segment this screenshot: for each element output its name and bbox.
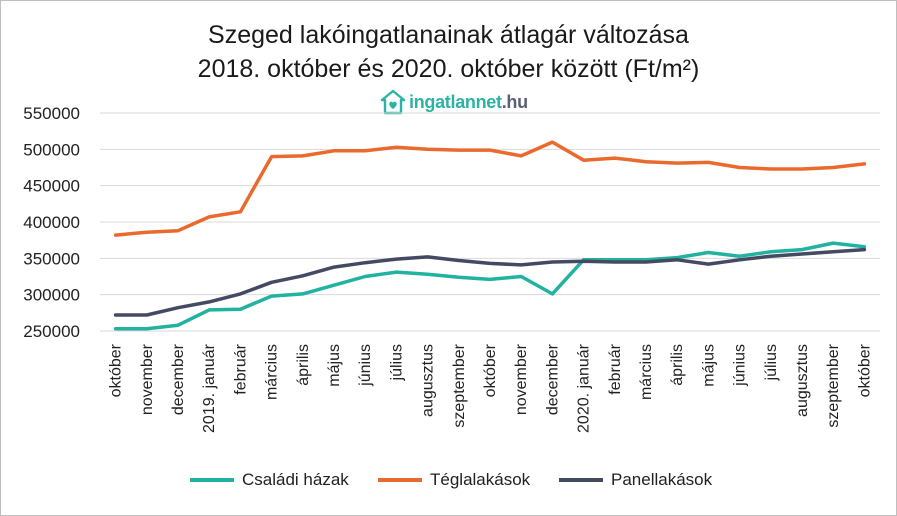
x-tick-label: október xyxy=(482,343,499,397)
x-tick-label: június xyxy=(357,344,374,387)
x-tick-label: augusztus xyxy=(420,344,437,417)
series-line-2 xyxy=(113,247,867,317)
x-tick-label: november xyxy=(513,343,530,415)
y-tick-label: 300000 xyxy=(23,286,80,305)
legend-item: Téglalakások xyxy=(378,470,530,490)
chart-legend: Családi házak Téglalakások Panellakások xyxy=(0,470,897,496)
legend-label: Családi házak xyxy=(242,470,349,489)
legend-label: Téglalakások xyxy=(430,470,531,489)
x-tick-label: 2019. január xyxy=(201,343,218,433)
legend-item: Családi házak xyxy=(190,470,349,490)
legend-swatch xyxy=(559,478,603,482)
chart-title-line1: Szeged lakóingatlanainak átlagár változá… xyxy=(208,21,689,49)
y-tick-label: 400000 xyxy=(23,213,80,232)
chart-title: Szeged lakóingatlanainak átlagár változá… xyxy=(0,18,897,86)
x-tick-label: február xyxy=(232,343,249,394)
x-tick-label: augusztus xyxy=(794,344,811,417)
brand-name-main: ingatlannet xyxy=(409,91,502,112)
x-tick-label: május xyxy=(700,344,717,387)
y-tick-label: 500000 xyxy=(23,140,80,159)
x-tick-label: március xyxy=(638,344,655,400)
x-tick-label: május xyxy=(326,344,343,387)
x-tick-label: április xyxy=(669,344,686,386)
x-tick-label: szeptember xyxy=(451,343,468,427)
legend-swatch xyxy=(378,478,422,482)
x-tick-label: október xyxy=(108,343,125,397)
x-tick-label: március xyxy=(264,344,281,400)
brand-logo: ingatlannet.hu xyxy=(380,88,528,116)
y-tick-label: 350000 xyxy=(23,249,80,268)
y-axis-tick-labels: 250000 300000 350000 400000 450000 500000 5500… xyxy=(23,104,80,341)
x-tick-label: október xyxy=(856,343,873,397)
series-line-1 xyxy=(113,140,867,237)
legend-label: Panellakások xyxy=(611,470,713,489)
x-tick-label: szeptember xyxy=(825,343,842,427)
x-tick-label: december xyxy=(544,343,561,415)
x-axis-tick-labels: október november december 2019. január febru… xyxy=(108,343,874,433)
brand-name-tld: .hu xyxy=(501,91,528,112)
y-tick-label: 250000 xyxy=(23,322,80,341)
chart-title-line2: 2018. október és 2020. október között (F… xyxy=(197,55,700,83)
brand-name: ingatlannet.hu xyxy=(409,92,528,113)
x-tick-label: november xyxy=(139,343,156,415)
y-tick-label: 450000 xyxy=(23,177,80,196)
x-tick-label: 2020. január xyxy=(576,343,593,433)
x-tick-label: július xyxy=(388,344,405,381)
x-tick-label: április xyxy=(295,344,312,386)
y-tick-label: 550000 xyxy=(23,104,80,123)
x-tick-label: július xyxy=(763,344,780,381)
legend-swatch xyxy=(190,478,234,482)
x-tick-label: december xyxy=(170,343,187,415)
x-tick-label: február xyxy=(607,343,624,394)
x-tick-label: június xyxy=(732,344,749,387)
series-line-0 xyxy=(113,241,867,331)
legend-item: Panellakások xyxy=(559,470,712,490)
series-lines xyxy=(113,140,867,331)
